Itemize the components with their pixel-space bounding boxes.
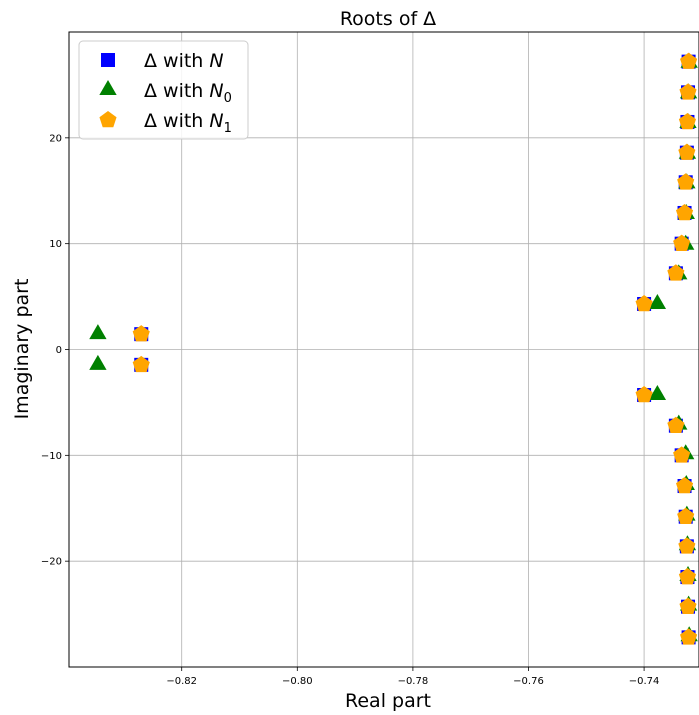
- x-tick-label: −0.80: [282, 676, 313, 687]
- point-triangle: [89, 354, 107, 370]
- x-tick-label: −0.74: [629, 676, 660, 687]
- legend-marker-square: [101, 53, 115, 67]
- point-pentagon: [675, 477, 694, 494]
- y-tick-label: −20: [41, 557, 62, 568]
- point-pentagon: [673, 234, 691, 251]
- point-pentagon: [678, 568, 696, 585]
- axis-ticks: −0.82 −0.80 −0.78 −0.76 −0.74 −20 −10 0 10 20: [41, 133, 660, 687]
- point-pentagon: [678, 112, 696, 130]
- legend-entry-label: Δ with N1: [144, 110, 232, 136]
- point-pentagon: [635, 386, 653, 403]
- point-pentagon: [667, 416, 685, 433]
- series-pentagon: [132, 52, 698, 645]
- x-tick-label: −0.78: [398, 676, 429, 687]
- data-points: [89, 52, 698, 645]
- point-pentagon: [680, 52, 698, 69]
- chart-title: Roots of Δ: [340, 8, 436, 30]
- y-tick-label: −10: [41, 451, 62, 462]
- grid: [69, 32, 699, 667]
- legend-entry-label: Δ with N0: [144, 80, 232, 106]
- point-pentagon: [132, 355, 150, 373]
- point-triangle: [648, 293, 667, 309]
- legend-marker-pentagon: [99, 111, 117, 128]
- y-tick-label: 0: [56, 345, 62, 356]
- point-pentagon: [677, 173, 695, 190]
- point-pentagon: [680, 628, 698, 645]
- y-axis-label: Imaginary part: [11, 279, 33, 420]
- point-pentagon: [677, 507, 695, 524]
- y-tick-label: 20: [49, 133, 62, 144]
- point-pentagon: [678, 143, 696, 160]
- legend-box: [78, 40, 249, 140]
- x-axis-label: Real part: [345, 690, 431, 712]
- point-pentagon: [675, 203, 694, 221]
- legend: Δ with N Δ with N0 Δ with N1: [78, 40, 249, 140]
- point-pentagon: [679, 83, 697, 100]
- point-pentagon: [678, 537, 696, 554]
- legend-marker-triangle: [99, 80, 117, 95]
- point-pentagon: [132, 325, 150, 342]
- point-pentagon: [667, 264, 685, 281]
- legend-entry-label: Δ with N: [144, 50, 224, 72]
- point-pentagon: [679, 597, 697, 614]
- point-triangle: [648, 385, 667, 401]
- y-tick-label: 10: [49, 239, 62, 250]
- point-pentagon: [673, 446, 691, 463]
- x-tick-label: −0.76: [513, 676, 544, 687]
- point-triangle: [89, 324, 107, 340]
- point-pentagon: [635, 294, 653, 312]
- x-tick-label: −0.82: [166, 676, 197, 687]
